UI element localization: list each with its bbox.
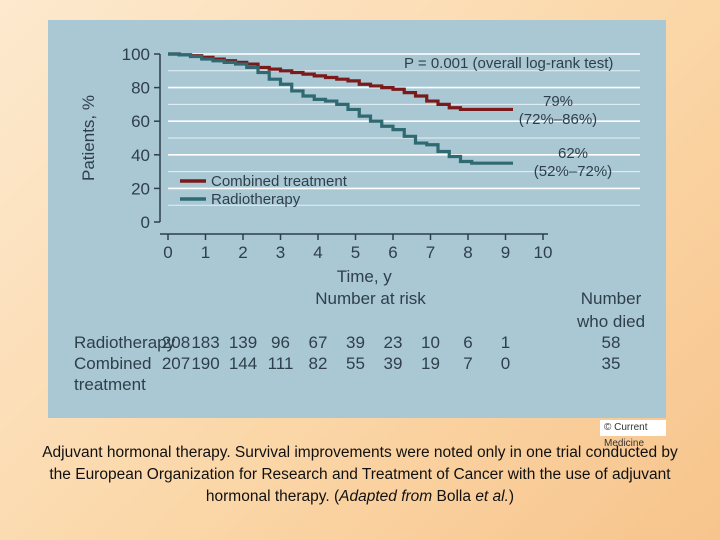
legend-label: Radiotherapy — [211, 191, 301, 208]
y-tick-label: 60 — [131, 112, 150, 131]
y-axis-title: Patients, % — [79, 95, 98, 181]
x-tick-label: 1 — [201, 243, 210, 262]
risk-table-heading: Number at risk — [315, 289, 426, 308]
caption-text-2: Bolla — [432, 488, 476, 505]
risk-count: 190 — [191, 354, 219, 373]
x-axis-title: Time, y — [337, 267, 393, 286]
legend-label: Combined treatment — [211, 173, 348, 190]
died-count: 58 — [602, 333, 621, 352]
risk-count: 10 — [421, 333, 440, 352]
died-heading: Number — [581, 289, 642, 308]
risk-count: 19 — [421, 354, 440, 373]
x-tick-label: 9 — [501, 243, 510, 262]
y-tick-label: 80 — [131, 79, 150, 98]
died-heading: who died — [576, 312, 645, 331]
series-end-value: 79% — [543, 93, 573, 110]
risk-row-label: Combined — [74, 354, 152, 373]
caption-text-1: Adjuvant hormonal therapy. Survival impr… — [42, 444, 678, 505]
x-tick-label: 6 — [388, 243, 397, 262]
risk-count: 207 — [162, 354, 190, 373]
risk-count: 1 — [501, 333, 510, 352]
risk-row-label: treatment — [74, 375, 146, 394]
y-tick-label: 20 — [131, 179, 150, 198]
x-tick-label: 7 — [426, 243, 435, 262]
x-tick-label: 4 — [313, 243, 322, 262]
risk-count: 208 — [162, 333, 190, 352]
y-tick-label: 0 — [141, 213, 150, 232]
risk-count: 55 — [346, 354, 365, 373]
risk-count: 6 — [463, 333, 472, 352]
series-end-ci: (72%–86%) — [519, 111, 597, 128]
chart-panel: 0 20 40 60 80 100 0 1 2 3 4 5 6 7 8 9 10 Patients, % Time,… — [48, 20, 666, 449]
risk-row-label: Radiotherapy — [74, 333, 176, 352]
x-tick-label: 0 — [163, 243, 172, 262]
died-count: 35 — [602, 354, 621, 373]
x-tick-label: 2 — [238, 243, 247, 262]
x-tick-label: 5 — [351, 243, 360, 262]
y-tick-label: 40 — [131, 146, 150, 165]
risk-count: 96 — [271, 333, 290, 352]
credit-label: © Current Medicine — [600, 420, 666, 449]
x-tick-label: 8 — [463, 243, 472, 262]
x-tick-label: 3 — [276, 243, 285, 262]
risk-count: 39 — [346, 333, 365, 352]
series-end-ci: (52%–72%) — [534, 163, 612, 180]
y-tick-label: 100 — [122, 45, 150, 64]
risk-count: 183 — [191, 333, 219, 352]
caption-italic-2: et al. — [475, 488, 509, 505]
risk-count: 39 — [384, 354, 403, 373]
x-tick-label: 10 — [534, 243, 553, 262]
risk-count: 7 — [463, 354, 472, 373]
risk-count: 139 — [229, 333, 257, 352]
risk-count: 111 — [268, 354, 294, 373]
risk-count: 23 — [384, 333, 403, 352]
risk-count: 144 — [229, 354, 257, 373]
caption-text-3: ) — [508, 488, 515, 505]
risk-count: 0 — [501, 354, 510, 373]
caption-italic-1: Adapted from — [339, 488, 433, 505]
series-end-value: 62% — [558, 145, 588, 162]
radiotherapy-line — [168, 52, 513, 165]
p-value-annotation: P = 0.001 (overall log-rank test) — [404, 55, 613, 72]
risk-count: 67 — [309, 333, 328, 352]
slide-caption: Adjuvant hormonal therapy. Survival impr… — [30, 442, 690, 508]
risk-count: 82 — [309, 354, 328, 373]
